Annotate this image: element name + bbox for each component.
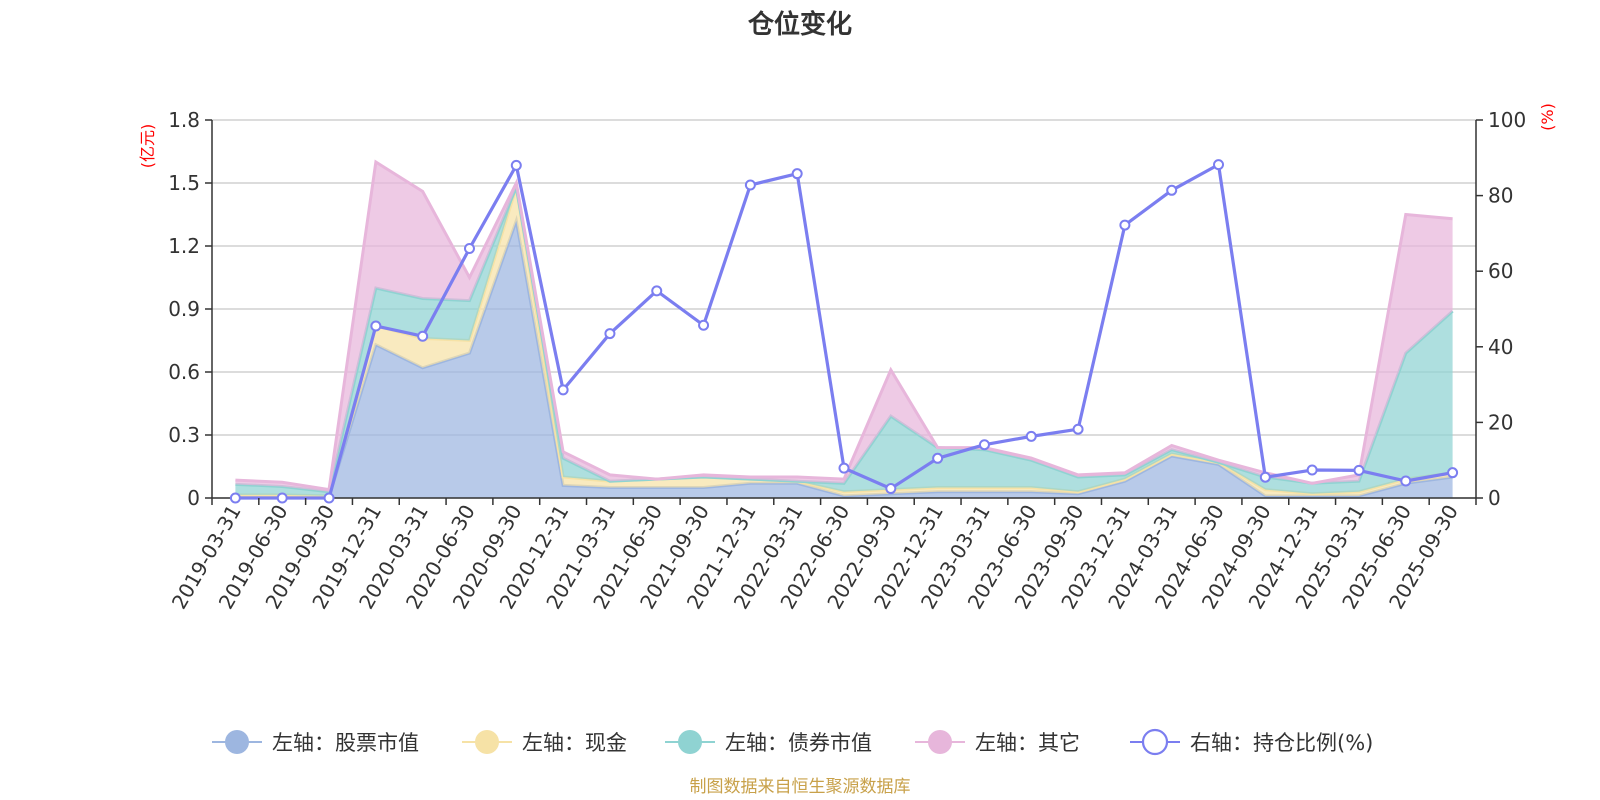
ratio-point <box>463 243 475 255</box>
chart-title: 仓位变化 <box>747 9 852 40</box>
ratio-point <box>1306 464 1318 476</box>
ratio-point <box>510 159 522 171</box>
left-axis-unit: (亿元) <box>138 124 157 169</box>
ratio-point <box>1259 471 1271 483</box>
legend-marker <box>475 730 499 754</box>
source-note: 制图数据来自恒生聚源数据库 <box>690 777 911 797</box>
ratio-point <box>791 168 803 180</box>
ratio-point <box>1119 219 1131 231</box>
ratio-point <box>932 452 944 464</box>
ratio-point <box>229 492 241 504</box>
right-axis-ticks: 0 20 40 60 80 100 <box>1476 108 1526 510</box>
ratio-point <box>370 320 382 332</box>
left-tick-label: 0.9 <box>168 297 200 321</box>
right-tick-label: 0 <box>1488 486 1501 510</box>
ratio-point <box>557 384 569 396</box>
left-tick-label: 1.5 <box>168 171 200 195</box>
right-tick-label: 40 <box>1488 335 1513 359</box>
x-axis-ticks: 2019-03-312019-06-302019-09-302019-12-31… <box>167 498 1477 613</box>
position-ratio-series <box>229 159 1459 504</box>
ratio-point <box>1213 159 1225 171</box>
left-tick-label: 0.3 <box>168 423 200 447</box>
ratio-point <box>604 328 616 340</box>
legend-marker <box>1141 728 1169 756</box>
right-tick-label: 100 <box>1488 108 1526 132</box>
stacked-areas <box>235 159 1454 499</box>
ratio-point <box>276 492 288 504</box>
right-tick-label: 20 <box>1488 410 1513 434</box>
right-axis-unit: (%) <box>1538 103 1557 131</box>
legend-marker <box>225 730 249 754</box>
left-tick-label: 1.2 <box>168 234 200 258</box>
ratio-point <box>885 483 897 495</box>
ratio-point <box>1166 184 1178 196</box>
ratio-point <box>651 285 663 297</box>
ratio-point <box>323 492 335 504</box>
legend: 左轴：股票市值 左轴：现金 左轴：债券市值 左轴：其它 右轴：持仓比例(%) <box>212 728 1373 756</box>
left-tick-label: 1.8 <box>168 108 200 132</box>
left-tick-label: 0.6 <box>168 360 200 384</box>
legend-label: 左轴：其它 <box>975 731 1080 755</box>
legend-label: 左轴：现金 <box>522 731 627 755</box>
right-tick-label: 60 <box>1488 259 1513 283</box>
ratio-point <box>698 319 710 331</box>
ratio-point <box>744 179 756 191</box>
left-tick-label: 0 <box>187 486 200 510</box>
right-tick-label: 80 <box>1488 184 1513 208</box>
left-axis-ticks: 0 0.3 0.6 0.9 1.2 1.5 1.8 <box>168 108 212 510</box>
ratio-point <box>978 439 990 451</box>
ratio-point <box>838 462 850 474</box>
ratio-point <box>1447 467 1459 479</box>
legend-marker <box>928 730 952 754</box>
ratio-point <box>1072 423 1084 435</box>
ratio-point <box>1400 475 1412 487</box>
legend-label: 左轴：股票市值 <box>272 731 419 755</box>
area-edge-3 <box>235 159 1453 492</box>
legend-marker <box>678 730 702 754</box>
legend-label: 右轴：持仓比例(%) <box>1190 731 1373 755</box>
ratio-point <box>1025 430 1037 442</box>
ratio-point <box>417 330 429 342</box>
ratio-point <box>1353 464 1365 476</box>
area-series-0 <box>235 220 1453 499</box>
legend-label: 左轴：债券市值 <box>725 731 872 755</box>
